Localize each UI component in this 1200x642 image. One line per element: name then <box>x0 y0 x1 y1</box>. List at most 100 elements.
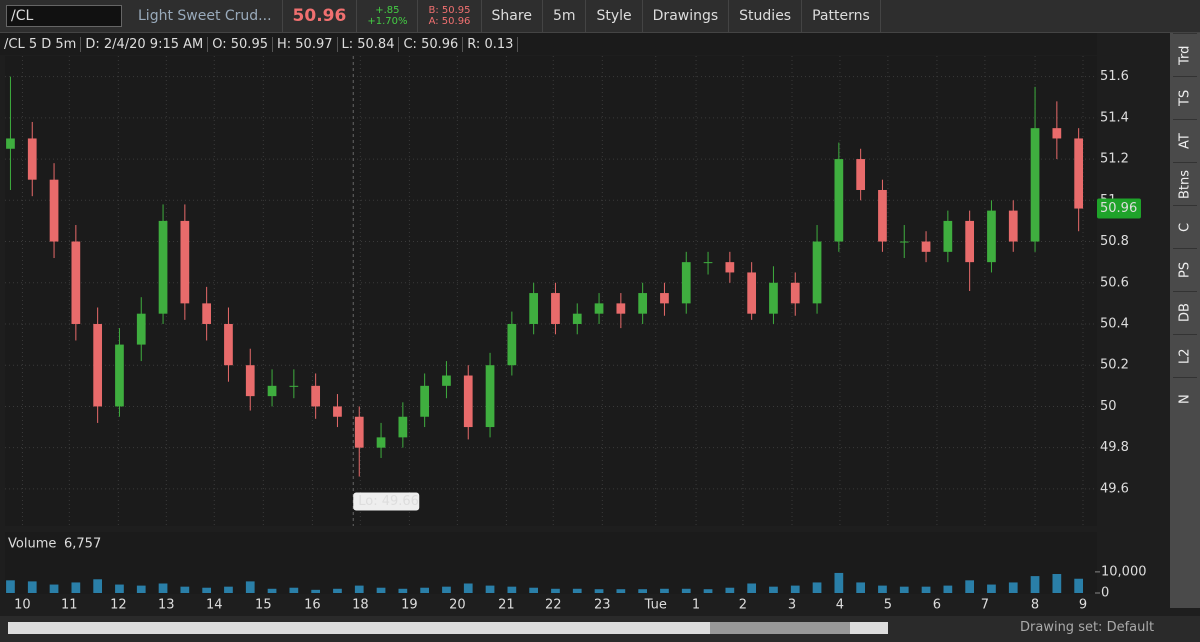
y-tick-label: 51.6 <box>1100 69 1129 84</box>
sidebar-tab[interactable]: AT <box>1173 119 1197 162</box>
volume-bar <box>49 584 59 593</box>
candle-body <box>333 406 342 417</box>
candle-body <box>725 262 735 273</box>
toolbar-button[interactable]: Drawings <box>643 0 730 32</box>
y-tick-label: 50.2 <box>1100 358 1129 373</box>
volume-bar <box>681 588 691 593</box>
x-tick-label: 16 <box>304 598 321 613</box>
volume-bar <box>660 588 669 593</box>
candle-body <box>943 220 953 252</box>
candle-body <box>899 241 909 243</box>
sidebar-tab[interactable]: N <box>1173 377 1197 420</box>
candle-body <box>267 385 277 397</box>
volume-bar <box>899 586 909 593</box>
volume-bar <box>529 587 539 593</box>
volume-bar <box>878 585 887 593</box>
last-price-label: 50.96 <box>1100 201 1137 216</box>
toolbar-button[interactable]: 5m <box>543 0 587 32</box>
sidebar-tab[interactable]: PS <box>1173 248 1197 291</box>
sidebar-tab[interactable]: Btns <box>1173 162 1197 205</box>
info-item: O: 50.95 <box>208 36 273 52</box>
candle-body <box>115 344 124 407</box>
change: +.85 <box>375 5 400 16</box>
x-tick-label: 22 <box>545 598 562 613</box>
candle-body <box>551 293 560 324</box>
volume-bar <box>638 589 648 593</box>
candle-body <box>485 365 495 428</box>
y-tick-label: 50.4 <box>1100 316 1129 331</box>
candle-body <box>987 210 996 263</box>
x-tick-label: 4 <box>836 598 844 613</box>
candle-body <box>202 303 212 324</box>
volume-area <box>5 532 1097 594</box>
candle-body <box>1008 210 1018 242</box>
low-annotation: Lo: 49.66 <box>358 494 419 509</box>
volume-bar <box>267 588 277 593</box>
volume-bar <box>420 587 430 593</box>
volume-bar <box>943 585 953 593</box>
candle-body <box>681 262 691 304</box>
x-tick-label: 23 <box>594 598 611 613</box>
info-bar: /CL 5 D 5m D: 2/4/20 9:15 AM O: 50.95 H: 50… <box>0 33 1097 55</box>
sidebar-tab[interactable]: C <box>1173 205 1197 248</box>
candle-body <box>660 293 669 304</box>
volume-bar <box>1030 576 1040 593</box>
symbol-box[interactable]: /CL <box>6 5 122 27</box>
volume-bar <box>790 585 800 593</box>
bid: B: 50.95 <box>428 5 471 16</box>
candle-body <box>747 272 757 314</box>
volume-bar <box>333 588 342 593</box>
sidebar-tab[interactable]: Trd <box>1173 33 1197 76</box>
scrollbar[interactable] <box>8 622 888 634</box>
scroll-thumb[interactable] <box>710 622 850 634</box>
candle-body <box>354 416 364 448</box>
info-item: L: 50.84 <box>338 36 400 52</box>
x-tick-label: 1 <box>692 598 700 613</box>
plot-area <box>5 56 1097 526</box>
candle-body <box>442 375 451 386</box>
volume-bar <box>354 585 364 593</box>
sidebar-tab[interactable]: DB <box>1173 291 1197 334</box>
candle-body <box>1074 138 1084 209</box>
change-box: +.85 +1.70% <box>357 0 419 32</box>
toolbar-button[interactable]: Share <box>482 0 543 32</box>
candle-body <box>790 282 800 304</box>
x-tick-label: 12 <box>110 598 127 613</box>
candle-body <box>224 323 233 366</box>
description: Light Sweet Crud... <box>128 0 283 32</box>
volume-bar <box>812 582 822 593</box>
volume-bar <box>987 584 996 593</box>
toolbar-button[interactable]: Studies <box>729 0 803 32</box>
x-tick-label: 21 <box>498 598 515 613</box>
candle-body <box>812 241 822 304</box>
x-tick-label: 14 <box>206 598 223 613</box>
y-tick-label: 50.8 <box>1100 234 1129 249</box>
footer: Drawing set: Default <box>0 616 1200 642</box>
candle-body <box>529 293 539 324</box>
candle-body <box>965 220 975 263</box>
volume-bar <box>1008 582 1018 593</box>
volume-bar <box>115 584 124 593</box>
x-tick-label: 3 <box>788 598 796 613</box>
y-tick-label: 50 <box>1100 399 1117 414</box>
volume-title: Volume <box>8 537 56 552</box>
volume-bar <box>921 586 931 593</box>
drawing-set[interactable]: Drawing set: Default <box>1020 620 1155 635</box>
volume-bar <box>6 580 15 593</box>
candle-body <box>638 293 648 314</box>
sidebar-tab[interactable]: L2 <box>1173 334 1197 377</box>
candle-body <box>136 313 146 345</box>
info-item: D: 2/4/20 9:15 AM <box>81 36 209 52</box>
volume-bar <box>398 588 408 593</box>
volume-bar <box>485 585 495 593</box>
candle-body <box>856 159 866 190</box>
y-tick-label: 50.6 <box>1100 275 1129 290</box>
toolbar-button[interactable]: Style <box>586 0 643 32</box>
volume-readout: 6,757 <box>64 537 101 552</box>
volume-bar <box>1074 578 1084 593</box>
candle-body <box>1030 128 1040 242</box>
x-tick-label: 9 <box>1079 598 1087 613</box>
toolbar-button[interactable]: Patterns <box>802 0 881 32</box>
sidebar-tab[interactable]: TS <box>1173 76 1197 119</box>
